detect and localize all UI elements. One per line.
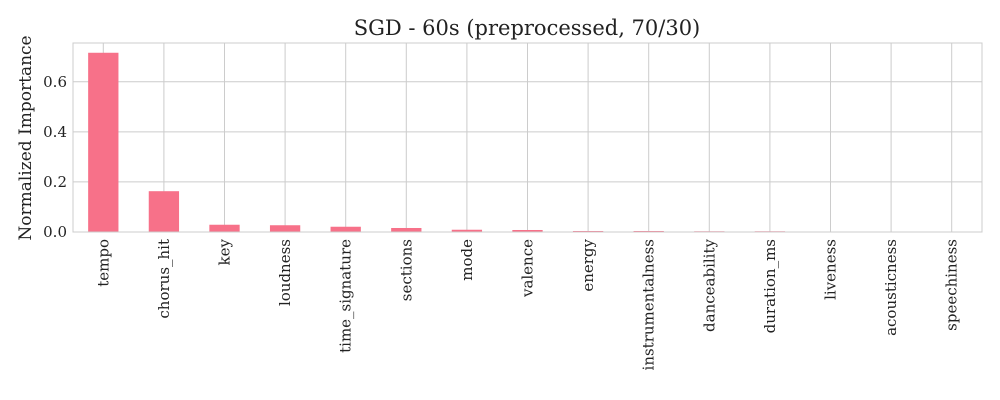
x-tick-label: tempo xyxy=(94,239,112,287)
y-tick-label: 0.4 xyxy=(43,123,67,141)
y-axis-label: Normalized Importance xyxy=(16,35,36,240)
bar-time-signature xyxy=(330,226,361,232)
bar-energy xyxy=(572,230,604,232)
bar-tempo xyxy=(88,52,119,233)
y-tick-label: 0.2 xyxy=(43,173,67,191)
x-tick-labels: tempo chorus_hit key loudness time_signature… xyxy=(94,238,960,370)
bar-sections xyxy=(391,227,422,232)
x-tick-label: loudness xyxy=(276,239,294,306)
bar-key xyxy=(209,224,240,232)
bar-instrumentalness xyxy=(633,230,664,232)
x-tick-label: time_signature xyxy=(337,239,355,353)
plot-frame xyxy=(72,42,983,233)
x-tick-label: key xyxy=(216,238,234,265)
x-tick-label: valence xyxy=(519,239,537,298)
x-tick-label: energy xyxy=(579,238,597,291)
x-tick-label: liveness xyxy=(822,239,840,300)
bar-loudness xyxy=(269,225,301,232)
x-tick-label: sections xyxy=(397,239,415,301)
x-tick-label: danceability xyxy=(700,238,718,331)
bar-chorus-hit xyxy=(148,191,180,232)
bar-valence xyxy=(512,229,543,232)
x-tick-label: mode xyxy=(458,239,476,281)
x-tick-label: duration_ms xyxy=(761,239,779,333)
x-tick-label: chorus_hit xyxy=(155,239,173,319)
grid xyxy=(73,43,982,233)
y-tick-label: 0.0 xyxy=(43,223,67,241)
bars xyxy=(88,52,786,233)
y-tick-label: 0.6 xyxy=(43,73,67,91)
x-tick-label: instrumentalness xyxy=(640,239,658,370)
x-tick-label: speechiness xyxy=(943,239,961,331)
y-tick-labels: 0.0 0.2 0.4 0.6 xyxy=(43,73,67,241)
bar-mode xyxy=(451,229,483,232)
x-tick-label: acousticness xyxy=(882,239,900,336)
chart-title: SGD - 60s (preprocessed, 70/30) xyxy=(354,16,701,40)
